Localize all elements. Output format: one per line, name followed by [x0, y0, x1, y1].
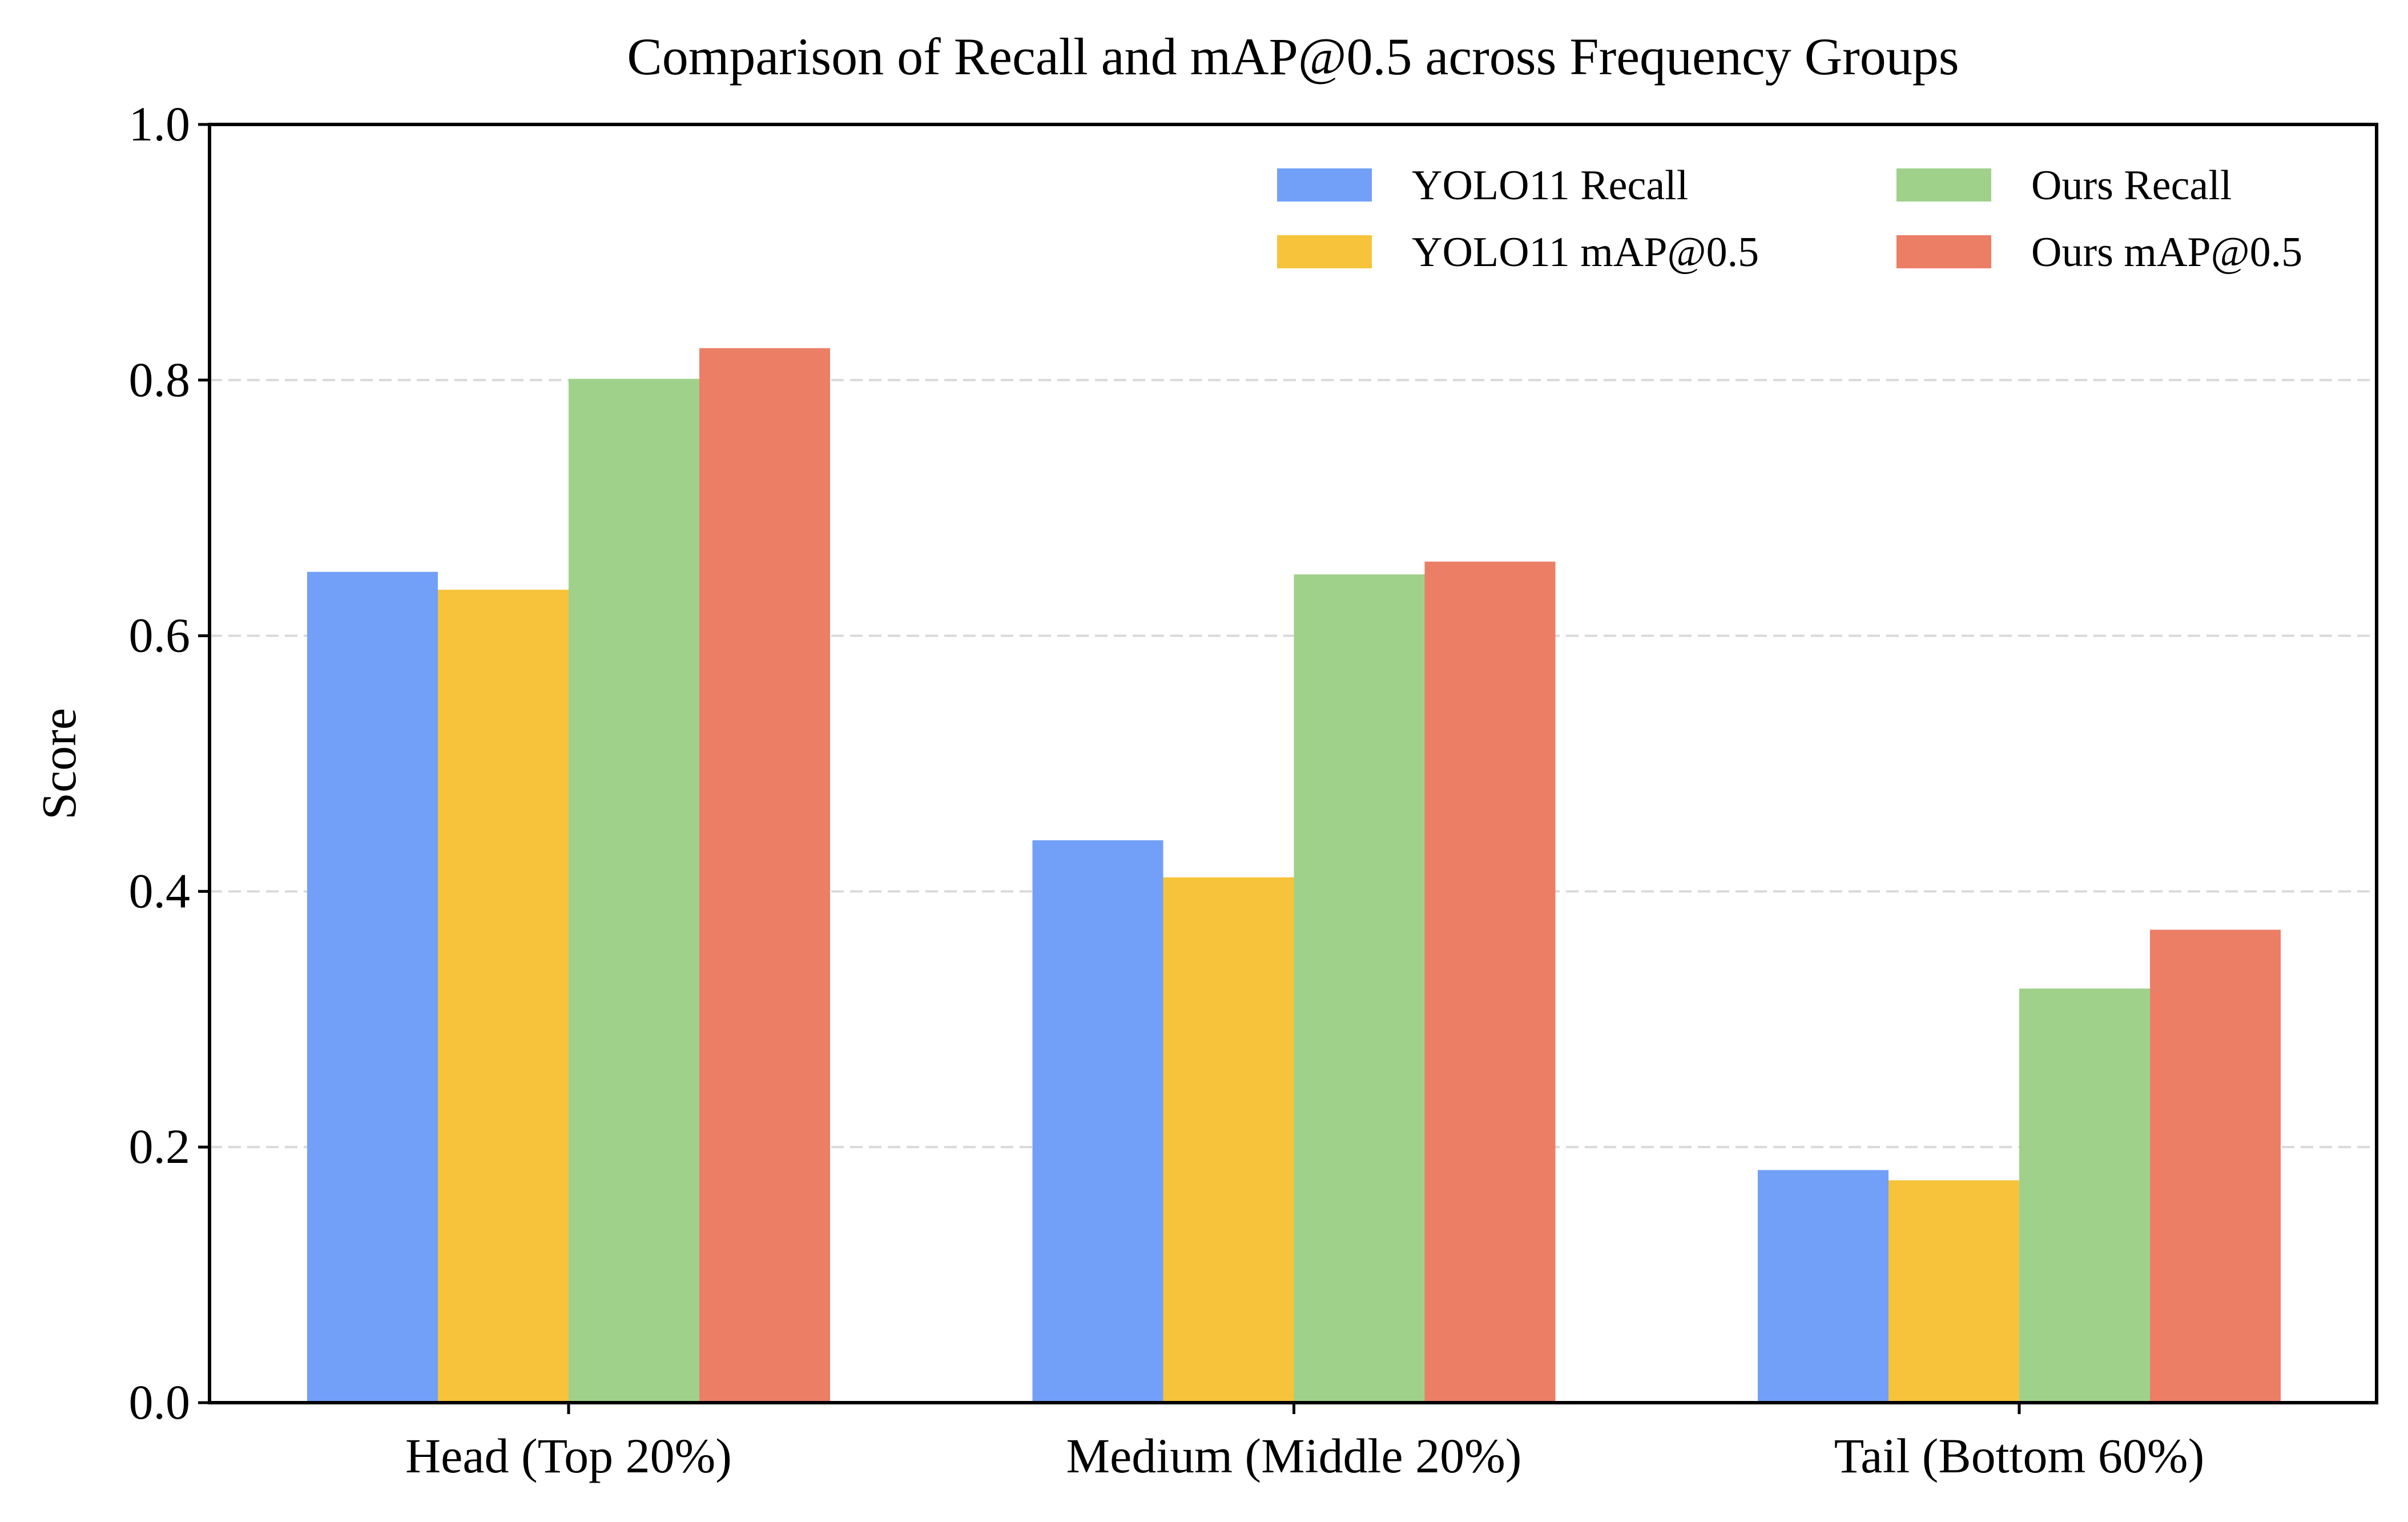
bar-yolo11-recall-1: [307, 571, 438, 1403]
legend-label: YOLO11 mAP@0.5: [1412, 229, 1759, 276]
bar-ours-recall-1: [569, 379, 699, 1403]
y-tick-label: 0.6: [129, 608, 191, 663]
bar-ours-recall-3: [2019, 988, 2150, 1403]
x-axis-ticks: Head (Top 20%) Medium (Middle 20%) Tail (B…: [405, 1403, 2204, 1483]
bar-ours-map-0-5-2: [1424, 561, 1556, 1403]
legend-swatch: [1896, 168, 1991, 202]
bar-yolo11-recall-2: [1032, 840, 1163, 1403]
bar-ours-recall-2: [1294, 574, 1425, 1403]
bars: [307, 348, 2281, 1403]
bar-ours-map-0-5-1: [699, 348, 830, 1403]
bar-yolo11-map-0-5-2: [1163, 877, 1294, 1403]
chart-title: Comparison of Recall and mAP@0.5 across …: [627, 27, 1959, 86]
x-tick-label: Medium (Middle 20%): [1066, 1428, 1522, 1483]
bar-ours-map-0-5-3: [2150, 929, 2281, 1403]
y-tick-label: 0.8: [129, 352, 191, 407]
legend-swatch: [1896, 235, 1991, 268]
legend-label: Ours mAP@0.5: [2031, 229, 2302, 276]
y-tick-label: 0.0: [129, 1375, 191, 1430]
x-tick-label: Tail (Bottom 60%): [1834, 1428, 2204, 1483]
y-axis-label: Score: [31, 708, 86, 820]
bar-yolo11-map-0-5-1: [438, 589, 569, 1403]
y-tick-label: 0.2: [129, 1119, 191, 1174]
legend-label: YOLO11 Recall: [1412, 162, 1688, 209]
legend-swatch: [1277, 168, 1372, 202]
bar-yolo11-recall-3: [1758, 1170, 1888, 1403]
legend: YOLO11 Recall YOLO11 mAP@0.5 Ours Recall Ou…: [1277, 162, 2302, 276]
bar-yolo11-map-0-5-3: [1888, 1180, 2019, 1403]
y-tick-label: 1.0: [129, 96, 191, 151]
y-tick-label: 0.4: [129, 863, 191, 918]
legend-label: Ours Recall: [2031, 162, 2232, 209]
x-tick-label: Head (Top 20%): [405, 1428, 732, 1483]
legend-swatch: [1277, 235, 1372, 268]
y-axis-ticks: 0.0 0.2 0.4 0.6 0.8 1.0: [129, 96, 210, 1430]
